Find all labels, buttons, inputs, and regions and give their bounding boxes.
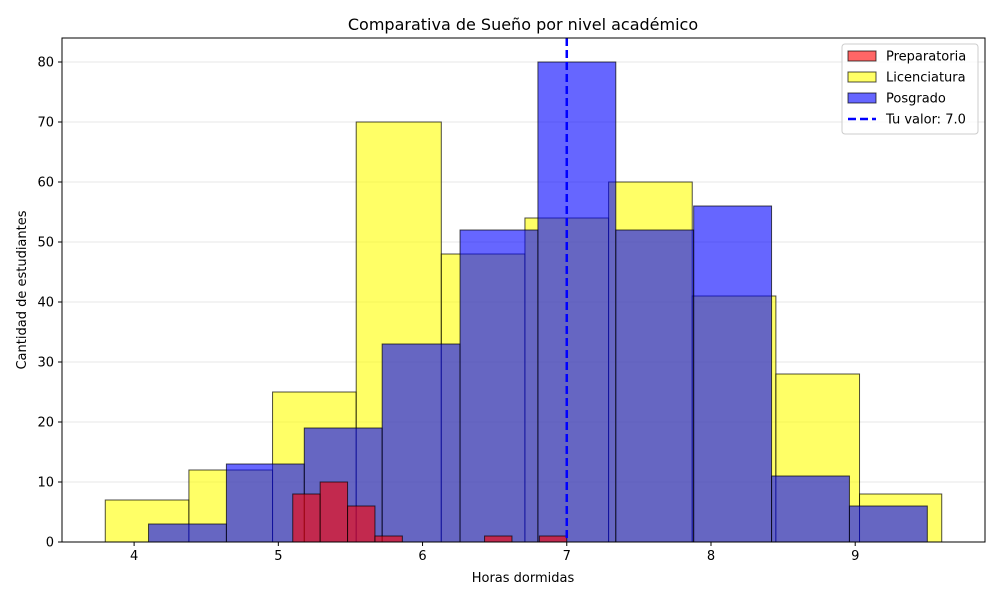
legend-label: Licenciatura xyxy=(886,71,966,86)
y-tick-label: 30 xyxy=(37,356,54,371)
histogram-bar-preparatoria xyxy=(374,535,403,543)
plot-frame xyxy=(61,37,986,543)
histogram-bar-preparatoria xyxy=(319,481,349,543)
bars-group xyxy=(104,61,943,543)
x-tick-label: 9 xyxy=(851,549,859,564)
y-tick-label: 0 xyxy=(46,536,54,551)
x-tick-label: 4 xyxy=(130,549,138,564)
y-tick-label: 10 xyxy=(37,476,54,491)
x-tick-label: 8 xyxy=(707,549,715,564)
chart-title: Comparativa de Sueño por nivel académico xyxy=(348,15,698,34)
x-axis-label: Horas dormidas xyxy=(472,571,575,586)
histogram-bar-posgrado xyxy=(381,343,461,543)
y-axis-ticks: 0 10 20 30 40 50 60 70 80 xyxy=(37,56,62,551)
x-tick-label: 5 xyxy=(274,549,282,564)
histogram-bar-posgrado xyxy=(615,229,695,543)
legend-label: Preparatoria xyxy=(886,50,966,65)
y-tick-label: 40 xyxy=(37,296,54,311)
legend-label: Posgrado xyxy=(886,92,946,107)
histogram-bar-preparatoria xyxy=(484,535,513,543)
histogram-bar-preparatoria xyxy=(292,493,321,543)
histogram-bar-preparatoria xyxy=(538,535,568,543)
histogram-bar-posgrado xyxy=(459,229,539,543)
x-tick-label: 7 xyxy=(563,549,571,564)
y-tick-label: 50 xyxy=(37,236,54,251)
legend-label: Tu valor: 7.0 xyxy=(885,113,966,128)
histogram-bar-posgrado xyxy=(537,61,617,543)
histogram-bar-posgrado xyxy=(148,523,227,543)
y-tick-label: 70 xyxy=(37,116,54,131)
legend-swatch xyxy=(847,92,877,104)
x-tick-label: 6 xyxy=(418,549,426,564)
y-tick-label: 80 xyxy=(37,56,54,71)
y-tick-label: 20 xyxy=(37,416,54,431)
y-tick-label: 60 xyxy=(37,176,54,191)
legend-frame xyxy=(841,43,979,135)
histogram-bar-posgrado xyxy=(225,463,305,543)
legend: Preparatoria Licenciatura Posgrado Tu valor… xyxy=(841,43,979,135)
histogram-bar-posgrado xyxy=(771,475,850,543)
legend-swatch xyxy=(847,50,877,62)
legend-swatch xyxy=(847,71,877,83)
y-axis-label: Cantidad de estudiantes xyxy=(15,210,30,369)
histogram-bar-posgrado xyxy=(848,505,928,543)
histogram-bar-preparatoria xyxy=(347,505,376,543)
histogram-bar-posgrado xyxy=(693,205,773,543)
x-axis-ticks: 4 5 6 7 8 9 xyxy=(130,542,859,564)
